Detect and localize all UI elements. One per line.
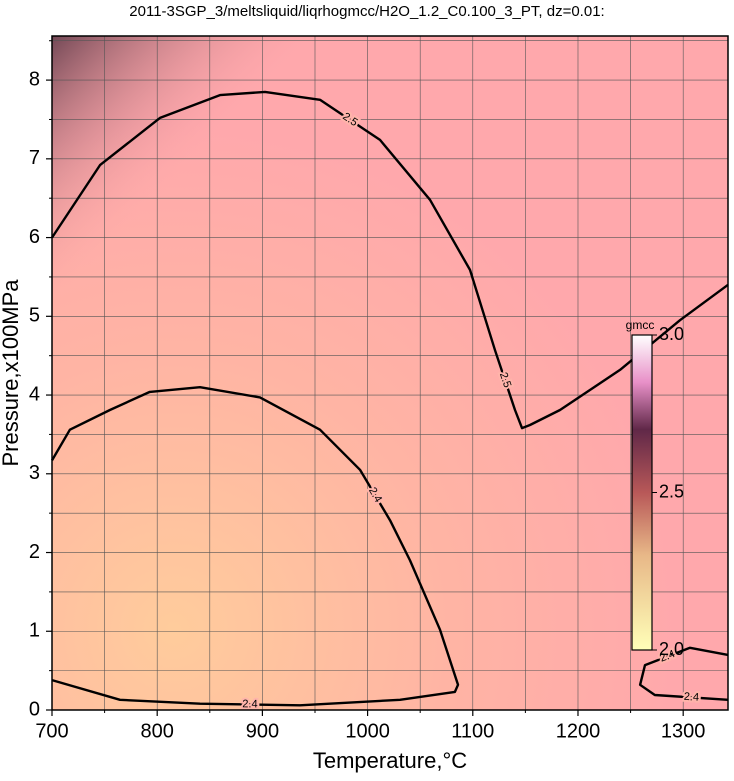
x-tick-label: 900	[246, 720, 279, 742]
x-axis-label: Temperature,°C	[313, 748, 467, 773]
contour-label: 2.4	[683, 691, 699, 704]
y-tick-label: 5	[29, 305, 40, 327]
plot-shade	[52, 36, 728, 710]
y-tick-label: 8	[29, 68, 40, 90]
x-tick-label: 1100	[451, 720, 494, 742]
y-tick-label: 3	[29, 462, 40, 484]
y-tick-label: 4	[29, 383, 40, 405]
contour-line	[638, 646, 729, 701]
x-tick-label: 1300	[661, 720, 706, 742]
y-tick-label: 2	[29, 541, 40, 563]
y-axis-label: Pressure,x100MPa	[0, 279, 23, 467]
colorbar-label: gmcc	[626, 318, 655, 332]
contour-label: 2.4	[242, 698, 257, 710]
chart-title: 2011-3SGP_3/meltsliquid/liqrhogmcc/H2O_1…	[129, 3, 604, 20]
x-tick-label: 800	[141, 720, 174, 742]
y-tick-label: 7	[29, 147, 40, 169]
plot-frame	[51, 35, 729, 711]
contour-line	[50, 386, 460, 707]
colorbar	[631, 334, 653, 651]
colorbar-tick-label: 2.0	[659, 639, 684, 659]
y-tick-label: 0	[29, 698, 40, 720]
contour-line	[50, 90, 729, 430]
y-tick-label: 1	[29, 620, 40, 642]
x-tick-label: 700	[35, 720, 68, 742]
colorbar-tick-label: 3.0	[659, 324, 684, 344]
x-tick-label: 1000	[345, 720, 390, 742]
y-tick-label: 6	[29, 226, 40, 248]
colorbar-tick-label: 2.5	[659, 481, 684, 501]
x-tick-label: 1200	[556, 720, 601, 742]
